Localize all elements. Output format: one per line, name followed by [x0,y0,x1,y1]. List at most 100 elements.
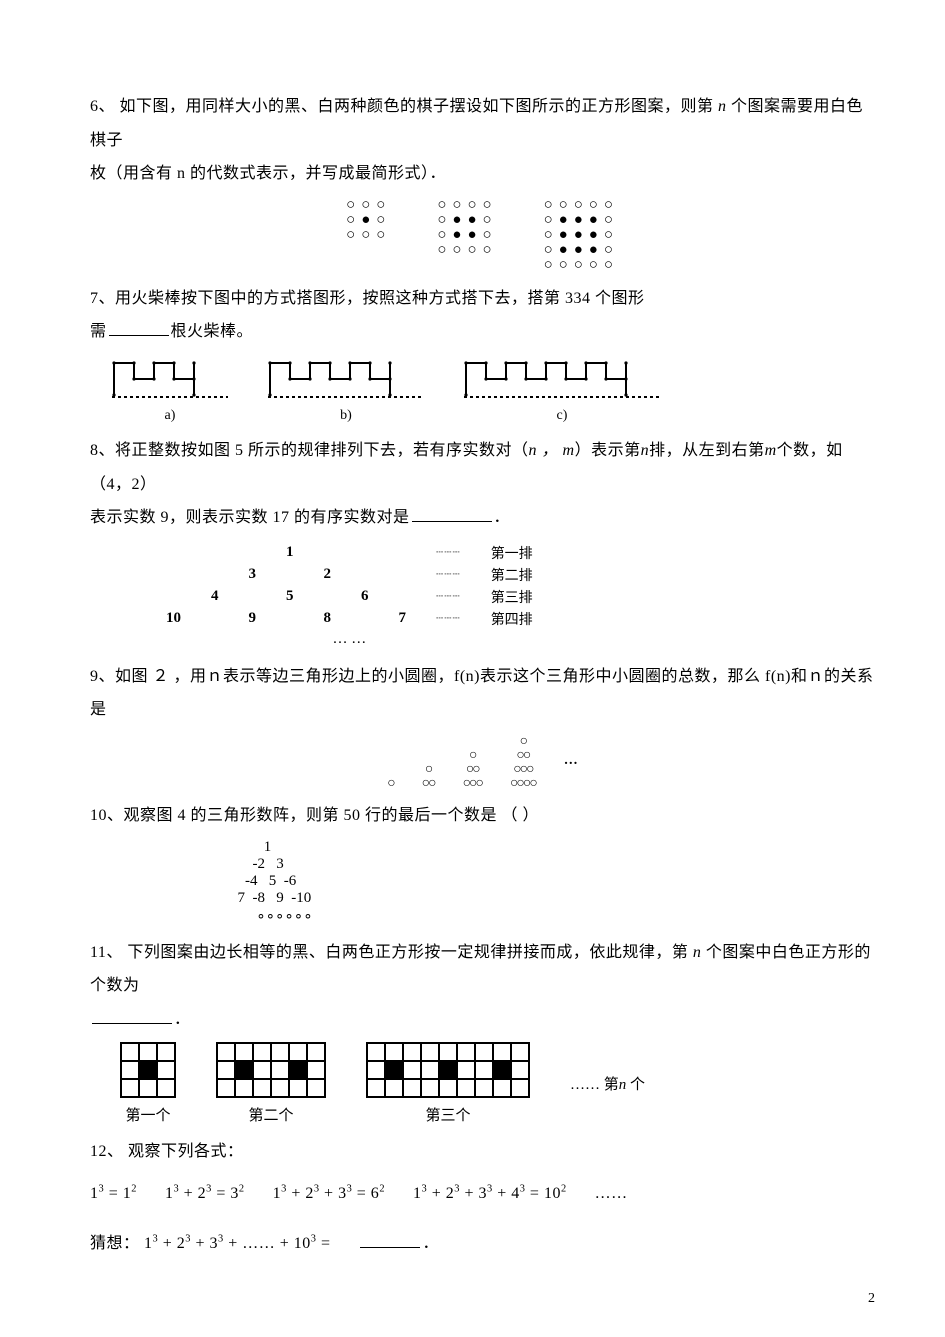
white-piece [544,242,559,257]
black-piece [361,212,376,227]
black-piece [559,212,574,227]
white-piece [467,242,482,257]
q8-line1: 8、将正整数按如图 5 所示的规律排列下去，若有序实数对（n ， m）表示第n排… [90,434,875,501]
q7-line1: 7、用火柴棒按下图中的方式搭图形，按照这种方式搭下去，搭第 334 个图形 [90,282,875,316]
q8-cell [347,565,383,585]
q11-cell [439,1079,457,1097]
q11-grid [366,1042,530,1098]
q11-cell [307,1061,325,1079]
q6-grid-line [544,197,619,212]
q9-row: ○○ [422,775,435,789]
q11-cell [457,1061,475,1079]
q10-row: 1 [230,839,875,856]
q11-cell [385,1061,403,1079]
white-piece [544,212,559,227]
q11-cell [493,1079,511,1097]
q8-cell [235,543,271,563]
q11-cell [367,1079,385,1097]
q8-cell [347,609,383,629]
q11-cell [385,1043,403,1061]
q12-equation: …… [595,1177,628,1211]
q8-cell: 2 [310,565,346,585]
black-piece [589,242,604,257]
matchstick-svg [462,355,662,401]
q9-row: ○○○ [513,761,532,775]
q11-cell [475,1061,493,1079]
q8-a: 8、将正整数按如图 5 所示的规律排列下去，若有序实数对（ [90,442,529,459]
black-piece [589,212,604,227]
q11-cell [457,1043,475,1061]
q8-cell: 3 [235,565,271,585]
q9-triangle: ○ [387,775,393,789]
q11-cell [157,1043,175,1061]
q12-equation: 13 + 23 = 32 [165,1177,245,1211]
q8-row-label: 第三排 [477,587,547,607]
q8-figure: 1┄┄┄第一排32┄┄┄第二排456┄┄┄第三排10987┄┄┄第四排… … [90,541,875,650]
q11-cell [271,1043,289,1061]
q11-cell [253,1079,271,1097]
white-piece [544,227,559,242]
q8-cell [152,543,195,563]
q11-cell [271,1079,289,1097]
q9-row: ○ [469,747,475,761]
white-piece [437,212,452,227]
q11-cell [511,1043,529,1061]
q6-n: n [718,98,727,115]
q11-cell [421,1079,439,1097]
black-piece [452,212,467,227]
q12-blank [360,1231,420,1248]
q6-grid [437,197,497,272]
q11-cell [253,1061,271,1079]
q8-ellipsis: … … [152,631,547,648]
q8-cell [152,565,195,585]
q9-triangle: ○○○ [422,761,435,789]
q11-cell [217,1061,235,1079]
q11-line1: 11、 下列图案由边长相等的黑、白两色正方形按一定规律拼接而成，依此规律，第 n… [90,936,875,1003]
q8-cell [197,609,233,629]
q9-row: ○○ [466,761,479,775]
white-piece [604,227,619,242]
q11-cell [439,1043,457,1061]
q6-grid-line [437,242,497,257]
white-piece [437,242,452,257]
q8-cell [310,587,346,607]
q9-line: 9、如图 ２ ，用ｎ表示等边三角形边上的小圆圈，f(n)表示这个三角形中小圆圈的… [90,660,875,727]
q11-cell [493,1061,511,1079]
q11-cell [367,1043,385,1061]
q6-grid-line [346,227,391,242]
q8-cell: 4 [197,587,233,607]
matchstick-caption: b) [266,408,426,424]
q6-figure [90,197,875,272]
q6-grid-line [544,212,619,227]
q9-row: ○ [425,761,431,775]
q11-cell [421,1043,439,1061]
white-piece [437,197,452,212]
white-piece [544,257,559,272]
q12-equation: 13 + 23 + 33 + 43 = 102 [413,1177,567,1211]
q8-row-label: 第一排 [477,543,547,563]
q8-cell [272,609,308,629]
q11-cell [367,1061,385,1079]
q6-grid-line [437,197,497,212]
q8-row-label: 第四排 [477,609,547,629]
q11-figure: 第一个第二个第三个…… 第n 个 [120,1042,875,1125]
q11-blank [92,1007,172,1024]
q6-grid-line [437,212,497,227]
q11-caption: 第三个 [425,1104,470,1125]
q6-line2: 枚（用含有 n 的代数式表示，并写成最简形式）． [90,157,875,191]
q10-row: -4 5 -6 [230,873,875,890]
q6-grid [346,197,391,272]
white-piece [346,197,361,212]
q12-equation: 13 = 12 [90,1177,137,1211]
q8-cell [385,565,421,585]
q9-row: ○ [520,733,526,747]
black-piece [574,242,589,257]
black-piece [589,227,604,242]
q6-grid-line [346,197,391,212]
q8-cell [310,543,346,563]
q12-equation: 13 + 23 + 33 = 62 [273,1177,385,1211]
q12-head: 12、 观察下列各式： [90,1135,875,1169]
q8-dash: ┄┄┄ [422,543,475,563]
q11-cell [403,1043,421,1061]
q8-line2: 表示实数 9，则表示实数 17 的有序实数对是． [90,501,875,535]
